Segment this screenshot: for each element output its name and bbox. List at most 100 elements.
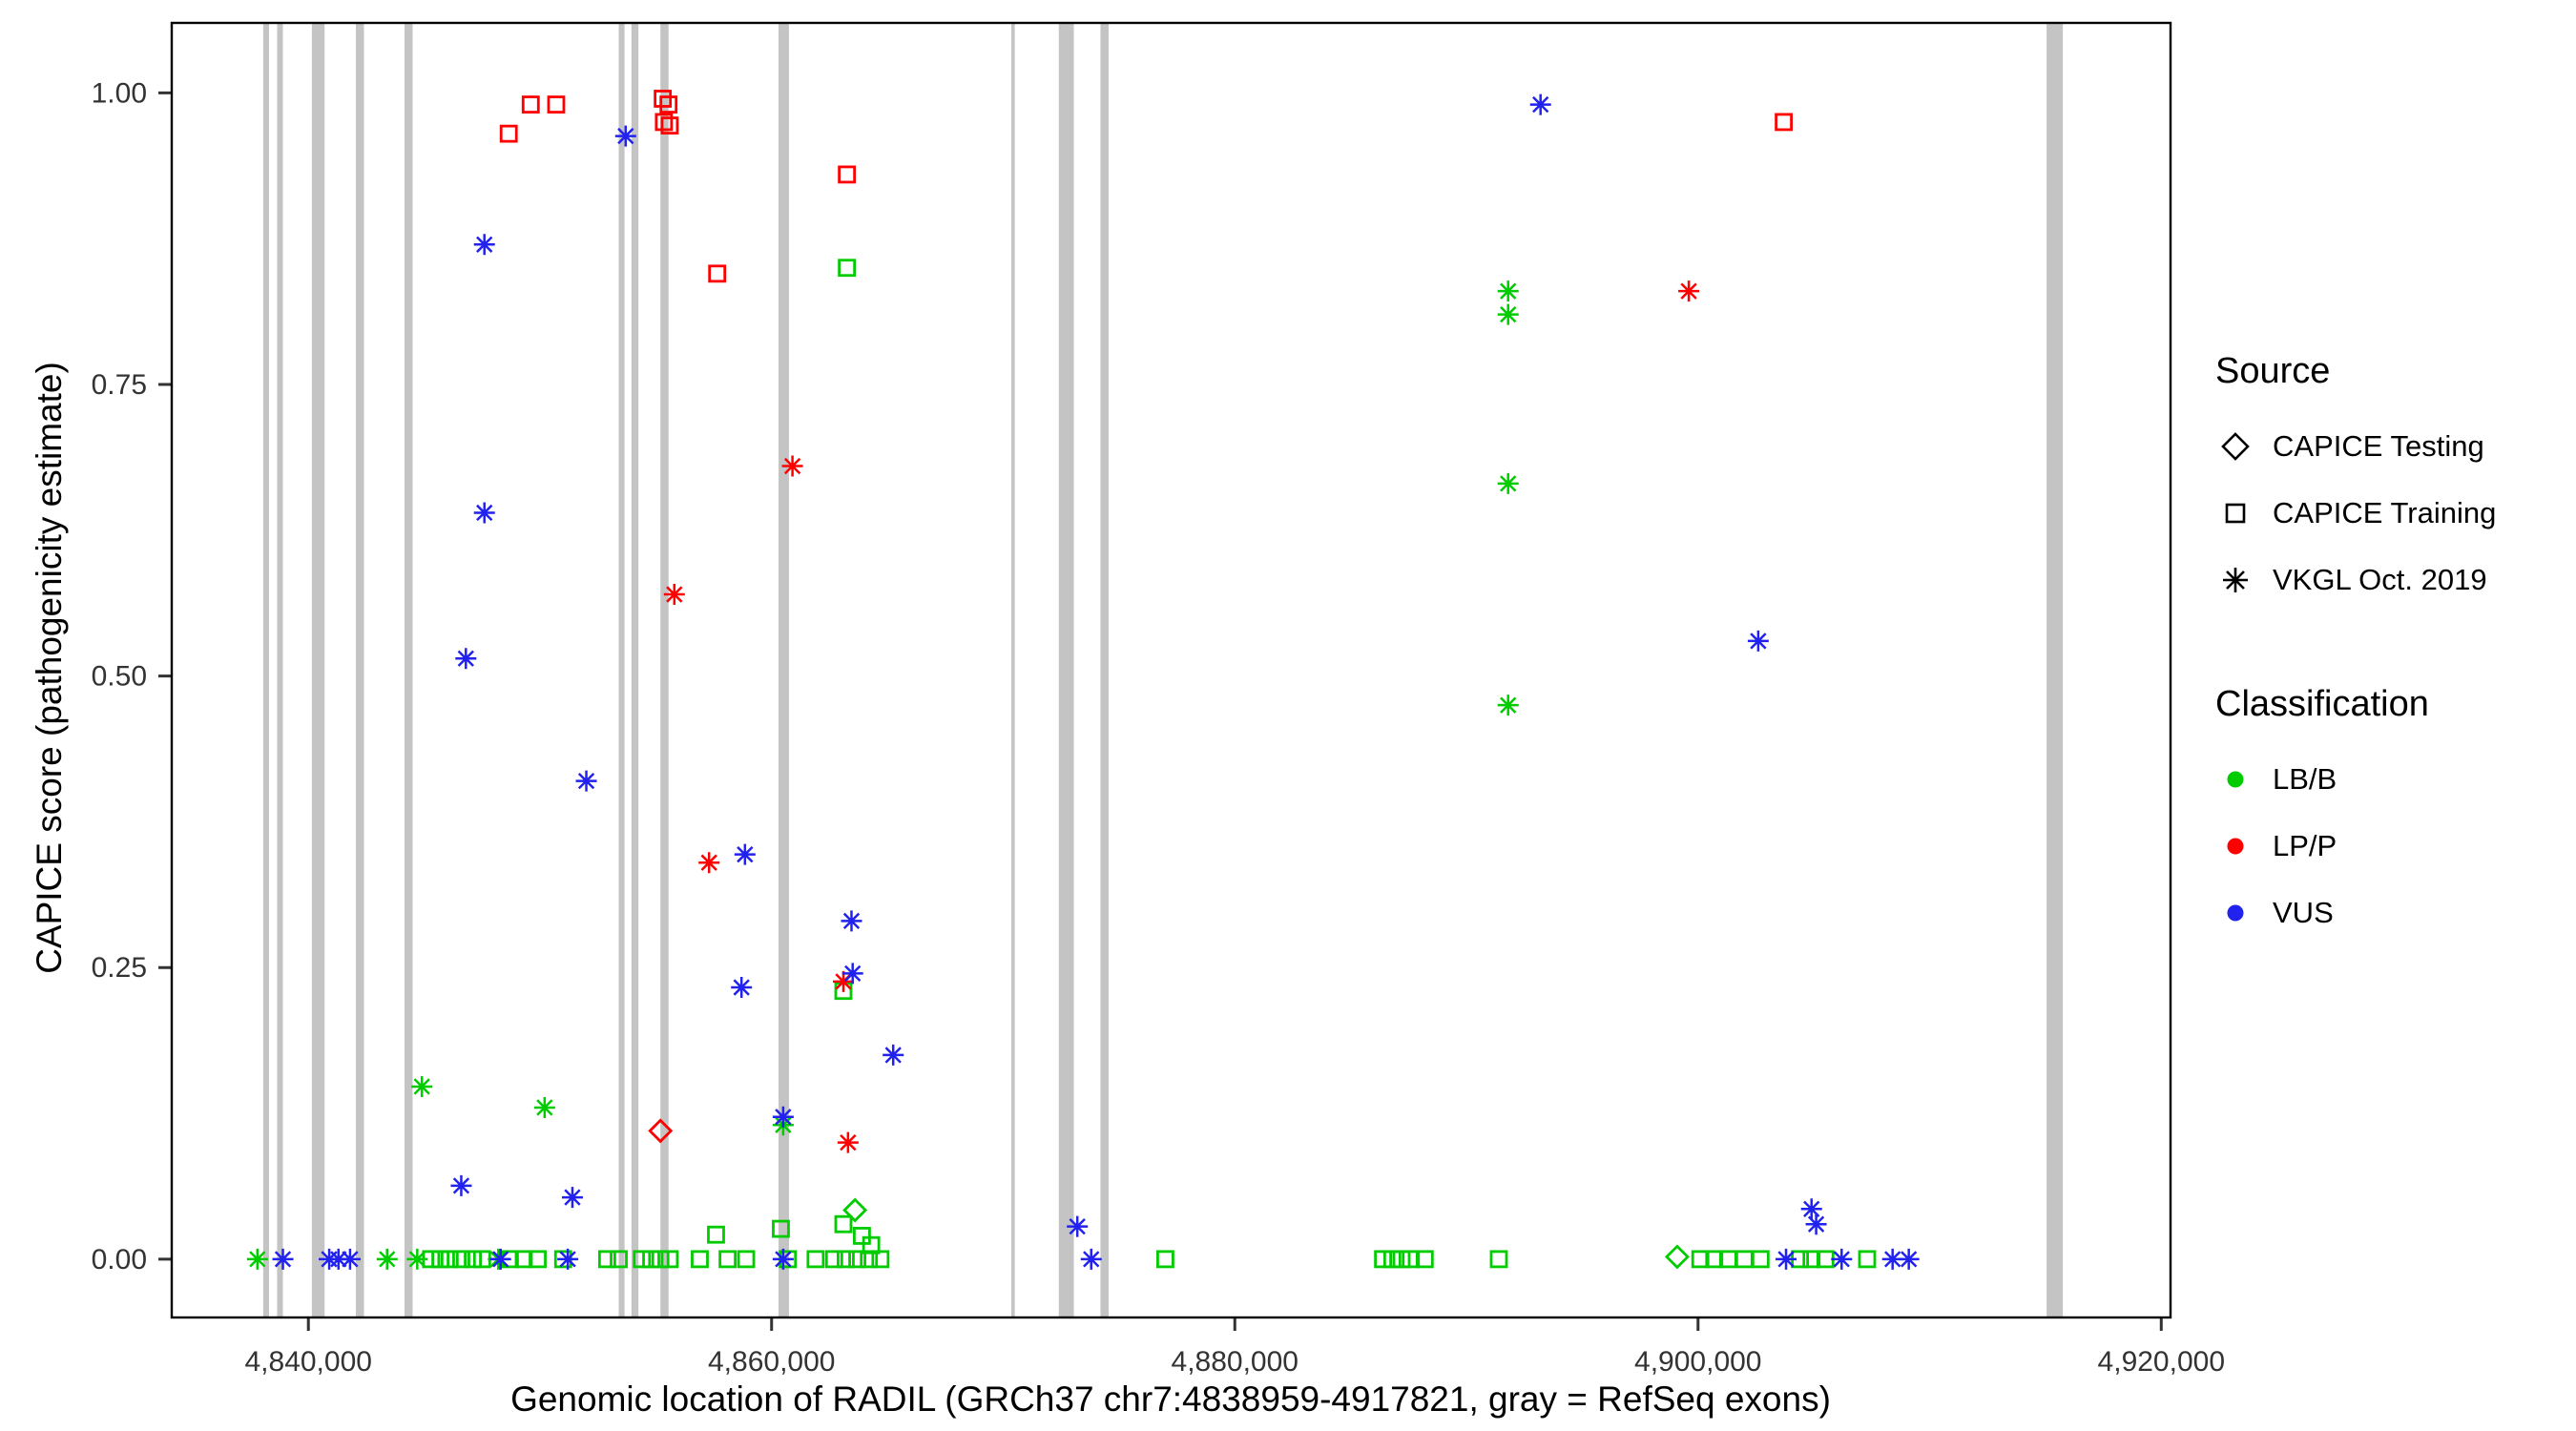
data-point (1898, 1248, 1920, 1270)
exon-bar (660, 23, 669, 1317)
x-tick-label: 4,880,000 (1172, 1346, 1298, 1378)
data-point (659, 95, 678, 114)
data-point (1080, 1248, 1102, 1270)
data-point (633, 1250, 652, 1269)
data-point (1881, 1248, 1903, 1270)
data-point (660, 1250, 679, 1269)
x-axis-title: Genomic location of RADIL (GRCh37 chr7:4… (510, 1379, 1831, 1419)
data-point (834, 1214, 853, 1234)
y-tick-label: 0.00 (92, 1244, 147, 1275)
data-point (1858, 1250, 1877, 1269)
data-point (1392, 1250, 1411, 1269)
data-point (860, 1250, 879, 1269)
data-point (838, 165, 857, 184)
data-point (1691, 1250, 1710, 1269)
data-point (452, 1250, 470, 1269)
data-point (772, 1248, 794, 1270)
data-point (472, 1250, 491, 1269)
data-point (521, 95, 540, 114)
legend-source-group: Source CAPICE Testing CAPICE Training VK… (2215, 351, 2496, 613)
data-point (1497, 280, 1519, 302)
x-tick-label: 4,900,000 (1634, 1346, 1761, 1378)
data-point (455, 648, 477, 670)
data-point (473, 234, 495, 256)
data-point (1802, 1250, 1821, 1269)
data-point (772, 1219, 790, 1238)
data-point (1735, 1250, 1754, 1269)
data-point (246, 1248, 268, 1270)
data-point (841, 910, 862, 932)
data-point (1805, 1213, 1827, 1235)
data-point (718, 1250, 737, 1269)
exon-bar (618, 23, 625, 1317)
data-point (848, 1250, 866, 1269)
data-point (514, 1250, 533, 1269)
legend-item-lpp: LP/P (2215, 813, 2496, 880)
data-point (473, 502, 495, 524)
data-point (1776, 1248, 1797, 1270)
legend-source-title: Source (2215, 351, 2331, 391)
data-point (663, 584, 685, 606)
data-point (707, 1225, 725, 1244)
exon-bar (631, 23, 639, 1317)
data-point (648, 1118, 674, 1144)
data-point (597, 1250, 616, 1269)
x-tick-label: 4,920,000 (2098, 1346, 2225, 1378)
data-point (660, 116, 679, 135)
data-point (1751, 1250, 1770, 1269)
legend-item-lbb: LB/B (2215, 746, 2496, 813)
legend-item-capice-training: CAPICE Training (2215, 480, 2496, 547)
exon-bar (1010, 23, 1015, 1317)
y-tick-label: 0.75 (92, 369, 147, 401)
legend-classification-title: Classification (2215, 684, 2429, 724)
data-point (499, 124, 518, 143)
data-point (1156, 1250, 1174, 1269)
exon-bar (262, 23, 269, 1317)
data-point (1497, 695, 1519, 716)
asterisk-icon (2223, 568, 2248, 592)
exon-bar (404, 23, 413, 1317)
data-point (339, 1248, 361, 1270)
data-point (411, 1075, 433, 1097)
data-point (1374, 1250, 1393, 1269)
legend-item-label: CAPICE Testing (2273, 429, 2484, 463)
data-point (1382, 1250, 1402, 1269)
data-point (651, 1250, 670, 1269)
legend-item-vkgl: VKGL Oct. 2019 (2215, 547, 2496, 613)
legend-item-label: VUS (2273, 896, 2334, 929)
lbb-dot-icon (2227, 771, 2244, 788)
x-tick-label: 4,840,000 (244, 1346, 371, 1378)
data-point (450, 1174, 472, 1196)
legend-item-vus: VUS (2215, 880, 2496, 946)
data-point (1497, 472, 1519, 494)
data-point (1831, 1248, 1853, 1270)
data-point (547, 95, 566, 114)
exon-bar (355, 23, 364, 1317)
data-point (837, 1131, 859, 1153)
data-point (431, 1250, 449, 1269)
data-point (1497, 303, 1519, 325)
data-point (1415, 1250, 1434, 1269)
data-point (737, 1250, 756, 1269)
exon-bar (2046, 23, 2064, 1317)
data-point (772, 1106, 794, 1128)
data-point (272, 1248, 294, 1270)
data-point (614, 125, 636, 147)
y-tick-label: 0.50 (92, 661, 147, 693)
exon-bar (277, 23, 283, 1317)
data-point (838, 259, 857, 278)
data-point (698, 852, 720, 874)
data-point (610, 1250, 628, 1269)
data-point (853, 1227, 871, 1245)
data-point (406, 1248, 428, 1270)
data-point (1705, 1250, 1724, 1269)
legend-item-label: LB/B (2273, 762, 2337, 796)
data-point (1800, 1198, 1822, 1220)
exon-bar (311, 23, 325, 1317)
y-axis-title: CAPICE score (pathogenicity estimate) (30, 362, 69, 974)
data-point (708, 264, 727, 283)
data-point (871, 1250, 890, 1269)
data-point (731, 977, 753, 999)
